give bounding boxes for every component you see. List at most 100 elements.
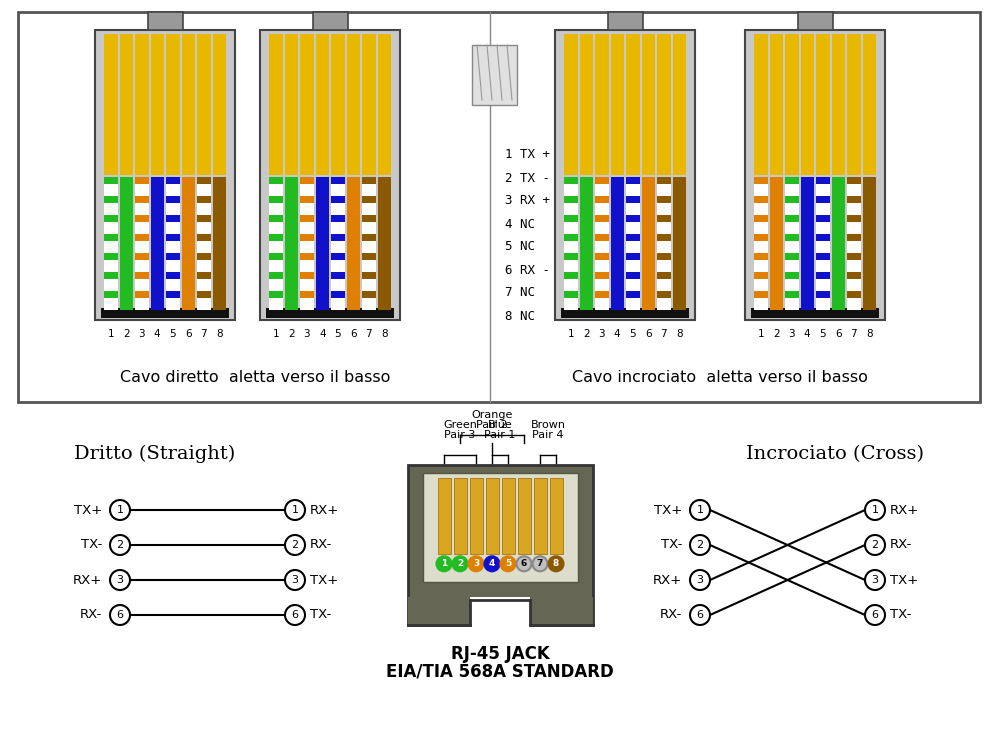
Bar [595, 234, 608, 240]
Text: 1: 1 [567, 329, 574, 339]
Bar [847, 234, 860, 240]
Text: 5 NC: 5 NC [505, 240, 535, 254]
Bar [847, 177, 860, 310]
Bar [785, 34, 798, 175]
Text: 2 TX -: 2 TX - [505, 171, 550, 185]
Bar [331, 177, 344, 310]
Text: Brown: Brown [530, 420, 566, 430]
Bar [104, 177, 118, 310]
Bar [166, 177, 180, 184]
Bar [657, 196, 670, 203]
Bar [197, 291, 210, 297]
Text: Blue: Blue [488, 420, 512, 430]
Bar [626, 215, 640, 222]
Bar [197, 272, 210, 279]
Bar [347, 177, 360, 310]
Bar [785, 177, 798, 184]
Text: 2: 2 [871, 540, 879, 550]
Bar [862, 34, 876, 175]
Bar [454, 478, 466, 553]
Text: 2: 2 [457, 559, 463, 569]
Bar [197, 34, 210, 175]
Bar [166, 253, 180, 260]
Bar [626, 177, 640, 310]
Bar [331, 234, 344, 240]
Bar [104, 291, 118, 297]
Text: 7: 7 [365, 329, 372, 339]
Bar [166, 234, 180, 240]
Circle shape [865, 500, 885, 520]
Bar [564, 234, 578, 240]
Bar [754, 177, 768, 310]
Bar [785, 196, 798, 203]
Bar [347, 34, 360, 175]
Text: 2: 2 [123, 329, 130, 339]
Text: 6: 6 [185, 329, 192, 339]
Text: Cavo incrociato  aletta verso il basso: Cavo incrociato aletta verso il basso [572, 370, 868, 385]
Circle shape [285, 500, 305, 520]
Bar [800, 177, 814, 310]
Bar [785, 272, 798, 279]
Bar [564, 177, 578, 310]
Bar [816, 177, 830, 310]
Text: 6: 6 [292, 610, 298, 620]
Text: RX-: RX- [660, 608, 682, 622]
Text: RX+: RX+ [73, 574, 102, 587]
Bar [595, 196, 608, 203]
Bar [564, 177, 578, 184]
Bar [422, 473, 578, 582]
Circle shape [516, 556, 532, 572]
Bar [269, 177, 283, 310]
Bar [832, 34, 845, 175]
Text: 6: 6 [521, 559, 527, 569]
Bar [362, 34, 376, 175]
Text: Pair 3: Pair 3 [444, 430, 476, 440]
Bar [135, 196, 148, 203]
Bar [580, 177, 593, 310]
Bar [816, 177, 830, 184]
Bar [135, 177, 148, 310]
Bar [331, 215, 344, 222]
Text: 1: 1 [272, 329, 279, 339]
Circle shape [865, 605, 885, 625]
Bar [331, 196, 344, 203]
Circle shape [285, 605, 305, 625]
Bar [564, 34, 578, 175]
Bar [166, 196, 180, 203]
Bar [770, 177, 783, 310]
Bar [595, 215, 608, 222]
Text: Green: Green [443, 420, 477, 430]
Bar [626, 34, 640, 175]
Bar [266, 308, 394, 318]
Text: 5: 5 [629, 329, 636, 339]
Bar [847, 291, 860, 297]
Bar [135, 253, 148, 260]
Text: 6: 6 [350, 329, 357, 339]
Bar [300, 272, 314, 279]
Bar [754, 272, 768, 279]
Bar [378, 177, 391, 310]
Bar [754, 177, 768, 184]
Text: 8: 8 [676, 329, 683, 339]
Bar [269, 272, 283, 279]
Bar [847, 177, 860, 184]
Bar [657, 177, 670, 310]
Bar [362, 215, 376, 222]
Circle shape [110, 570, 130, 590]
Bar [300, 196, 314, 203]
Bar [197, 215, 210, 222]
Bar [595, 291, 608, 297]
Bar [502, 478, 514, 553]
Bar [312, 12, 348, 30]
Bar [564, 215, 578, 222]
Bar [610, 177, 624, 310]
Bar [316, 34, 329, 175]
Bar [331, 291, 344, 297]
Bar [331, 34, 344, 175]
Bar [362, 177, 376, 184]
Bar [785, 215, 798, 222]
Bar [300, 177, 314, 310]
Bar [166, 34, 180, 175]
Bar [470, 478, 482, 553]
Bar [300, 34, 314, 175]
